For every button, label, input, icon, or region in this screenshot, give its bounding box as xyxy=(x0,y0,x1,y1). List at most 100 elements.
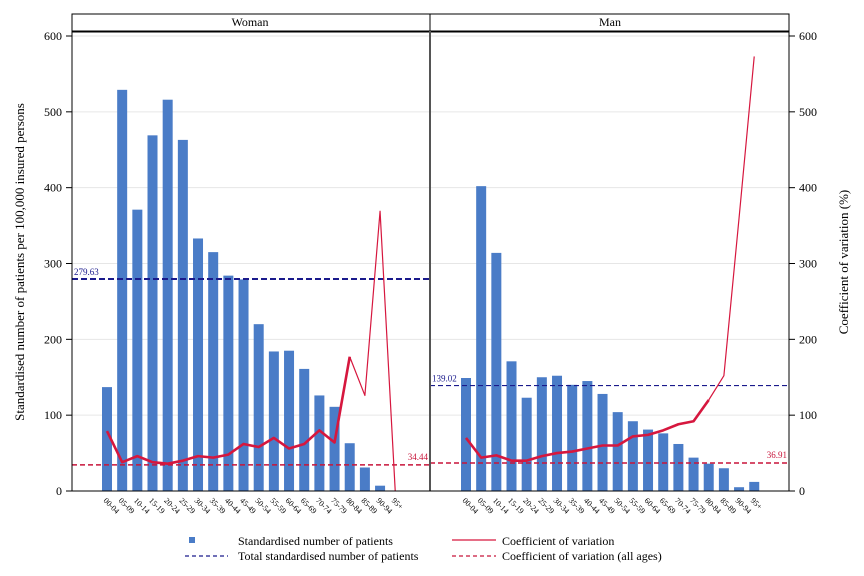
bar-woman-80-84 xyxy=(344,443,355,491)
x-tick-label-woman-70-74: 70-74 xyxy=(314,496,334,516)
bar-man-75-79 xyxy=(688,457,699,491)
x-tick-label-man-65-69: 65-69 xyxy=(658,496,678,516)
cv-all-label-woman: 34.44 xyxy=(408,452,429,462)
y2-tick-label-100: 100 xyxy=(799,408,817,422)
panel-woman: 279.63 34.44 00-0405-0910-1415-1920-2425-2… xyxy=(72,89,430,516)
x-tick-label-man-85-89: 85-89 xyxy=(718,496,738,516)
legend: Standardised number of patients Coeffici… xyxy=(185,534,662,563)
y-tick-label-600: 600 xyxy=(44,29,62,43)
legend-cv-all-label: Coefficient of variation (all ages) xyxy=(502,549,662,563)
bar-man-35-39 xyxy=(567,384,578,491)
x-tick-label-woman-65-69: 65-69 xyxy=(299,496,319,516)
frame-layer xyxy=(71,13,790,492)
x-tick-label-man-10-14: 10-14 xyxy=(491,496,511,516)
y-tick-label-500: 500 xyxy=(44,105,62,119)
bar-woman-35-39 xyxy=(208,252,219,491)
y2-tick-label-600: 600 xyxy=(799,29,817,43)
bar-man-85-89 xyxy=(718,468,729,491)
x-tick-label-woman-30-34: 30-34 xyxy=(193,496,213,516)
legend-bar-swatch xyxy=(189,537,195,543)
x-tick-label-woman-55-59: 55-59 xyxy=(268,496,288,516)
y2-tick-label-300: 300 xyxy=(799,257,817,271)
x-tick-label-woman-25-29: 25-29 xyxy=(177,496,197,516)
bar-woman-00-04 xyxy=(102,387,112,491)
x-tick-label-woman-45-49: 45-49 xyxy=(238,496,258,516)
bar-man-50-54 xyxy=(612,412,623,491)
x-tick-label-woman-90-94: 90-94 xyxy=(375,496,395,516)
x-tick-label-woman-80-84: 80-84 xyxy=(344,496,364,516)
cv-all-label-man: 36.91 xyxy=(767,450,787,460)
x-tick-label-man-15-19: 15-19 xyxy=(506,496,526,516)
bar-man-80-84 xyxy=(703,463,714,491)
bar-woman-40-44 xyxy=(223,275,234,491)
x-tick-label-man-70-74: 70-74 xyxy=(673,496,693,516)
x-tick-label-man-90-94: 90-94 xyxy=(734,496,754,516)
bar-man-55-59 xyxy=(627,421,638,491)
y2-tick-label-500: 500 xyxy=(799,105,817,119)
panel-man: 139.02 36.91 00-0405-0910-1415-1920-2425-2… xyxy=(430,56,789,516)
bar-woman-10-14 xyxy=(132,209,143,492)
bar-man-25-29 xyxy=(536,377,547,491)
y2-tick-label-400: 400 xyxy=(799,181,817,195)
bar-woman-05-09 xyxy=(117,89,128,491)
x-tick-label-woman-50-54: 50-54 xyxy=(253,496,273,516)
x-tick-label-man-00-04: 00-04 xyxy=(461,496,481,516)
cv-line-tail-man xyxy=(708,56,755,401)
x-tick-label-woman-05-09: 05-09 xyxy=(117,496,137,516)
y2-tick-label-200: 200 xyxy=(799,332,817,346)
bar-woman-65-69 xyxy=(299,368,310,491)
bar-woman-75-79 xyxy=(329,406,340,491)
bar-woman-85-89 xyxy=(359,467,370,491)
bar-man-70-74 xyxy=(673,443,684,491)
bar-man-15-19 xyxy=(506,361,517,491)
x-tick-label-woman-85-89: 85-89 xyxy=(359,496,379,516)
x-tick-label-man-55-59: 55-59 xyxy=(627,496,647,516)
bar-man-30-34 xyxy=(552,375,563,491)
bar-man-45-49 xyxy=(597,393,608,491)
x-tick-label-woman-20-24: 20-24 xyxy=(162,496,182,516)
y-tick-label-100: 100 xyxy=(44,408,62,422)
bar-woman-55-59 xyxy=(268,351,279,491)
bar-woman-70-74 xyxy=(314,395,325,491)
x-tick-label-man-40-44: 40-44 xyxy=(582,496,602,516)
x-tick-label-man-75-79: 75-79 xyxy=(688,496,708,516)
y-axis-title: Standardised number of patients per 100,… xyxy=(12,103,27,421)
bar-man-10-14 xyxy=(491,252,502,491)
bar-man-00-04 xyxy=(461,378,471,491)
bar-woman-90-94 xyxy=(375,485,386,491)
x-tick-label-man-20-24: 20-24 xyxy=(521,496,541,516)
cv-line-tail-woman xyxy=(349,210,396,492)
x-tick-label-woman-75-79: 75-79 xyxy=(329,496,349,516)
x-tick-label-man-25-29: 25-29 xyxy=(536,496,556,516)
x-tick-label-man-45-49: 45-49 xyxy=(597,496,617,516)
bar-woman-20-24 xyxy=(162,99,173,491)
x-tick-label-woman-10-14: 10-14 xyxy=(132,496,152,516)
y-tick-label-200: 200 xyxy=(44,332,62,346)
bar-man-95+ xyxy=(749,481,760,491)
bar-man-05-09 xyxy=(476,186,487,491)
bar-man-60-64 xyxy=(643,429,654,491)
bar-woman-45-49 xyxy=(238,279,249,491)
x-tick-label-man-30-34: 30-34 xyxy=(552,496,572,516)
bar-man-20-24 xyxy=(521,397,532,491)
x-tick-label-woman-15-19: 15-19 xyxy=(147,496,167,516)
x-tick-label-man-35-39: 35-39 xyxy=(567,496,587,516)
panel-title-woman: Woman xyxy=(231,15,268,29)
bar-man-90-94 xyxy=(734,487,745,491)
cv-line-main-man xyxy=(464,399,710,462)
cv-line-main-woman xyxy=(105,356,352,466)
y-tick-label-400: 400 xyxy=(44,181,62,195)
legend-cv-label: Coefficient of variation xyxy=(502,534,614,548)
x-tick-label-woman-00-04: 00-04 xyxy=(102,496,122,516)
x-tick-label-woman-40-44: 40-44 xyxy=(223,496,243,516)
bar-woman-50-54 xyxy=(253,324,264,491)
bar-man-40-44 xyxy=(582,381,593,491)
x-tick-label-woman-35-39: 35-39 xyxy=(208,496,228,516)
y-tick-label-300: 300 xyxy=(44,257,62,271)
x-tick-label-man-80-84: 80-84 xyxy=(703,496,723,516)
bar-woman-15-19 xyxy=(147,135,158,491)
total-label-woman: 279.63 xyxy=(74,267,99,277)
y2-axis-title: Coefficient of variation (%) xyxy=(836,190,851,335)
y2-tick-label-0: 0 xyxy=(799,484,805,498)
